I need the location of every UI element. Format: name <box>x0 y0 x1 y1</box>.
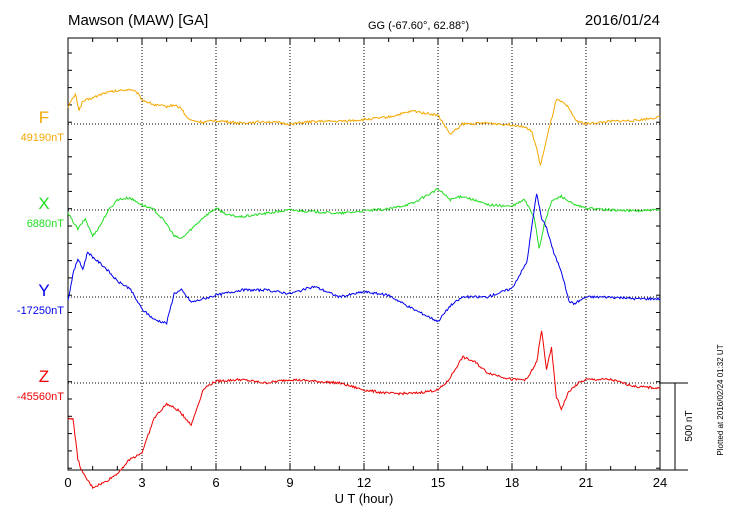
component-name-f: F <box>39 108 49 127</box>
component-name-x: X <box>38 194 49 213</box>
x-tick-label: 15 <box>431 475 445 490</box>
x-axis-label: U T (hour) <box>335 491 394 506</box>
grid-layer <box>68 38 660 470</box>
x-tick-label: 0 <box>64 475 71 490</box>
x-tick-label: 3 <box>138 475 145 490</box>
x-tick-label: 9 <box>286 475 293 490</box>
baseline-value-y: -17250nT <box>17 305 64 317</box>
baseline-value-x: 6880nT <box>27 218 65 230</box>
baseline-value-z: -45560nT <box>17 391 64 403</box>
x-tick-label: 24 <box>653 475 667 490</box>
series-layer <box>67 88 661 490</box>
series-line-f <box>67 88 661 167</box>
plotted-timestamp: Plotted at 2016/02/24 01:32 UT <box>716 344 725 455</box>
x-tick-label: 18 <box>505 475 519 490</box>
series-line-y <box>67 193 661 325</box>
station-title: Mawson (MAW) [GA] <box>68 12 208 29</box>
tick-layer: 0 3 6 9 12 15 18 21 24 <box>64 38 667 490</box>
scale-bar: 500 nT <box>660 382 695 471</box>
x-tick-label: 6 <box>212 475 219 490</box>
station-coordinates: GG (-67.60°, 62.88°) <box>368 20 469 32</box>
series-line-x <box>67 188 661 249</box>
component-name-y: Y <box>38 281 49 300</box>
series-line-z <box>67 330 661 490</box>
x-tick-label: 21 <box>579 475 593 490</box>
component-labels: F 49190nT X 6880nT Y -17250nT Z -45560nT <box>17 108 64 403</box>
baseline-value-f: 49190nT <box>21 132 65 144</box>
x-tick-label: 12 <box>357 475 371 490</box>
plot-date: 2016/01/24 <box>585 12 660 29</box>
component-name-z: Z <box>39 367 49 386</box>
scale-bar-label: 500 nT <box>684 410 695 441</box>
